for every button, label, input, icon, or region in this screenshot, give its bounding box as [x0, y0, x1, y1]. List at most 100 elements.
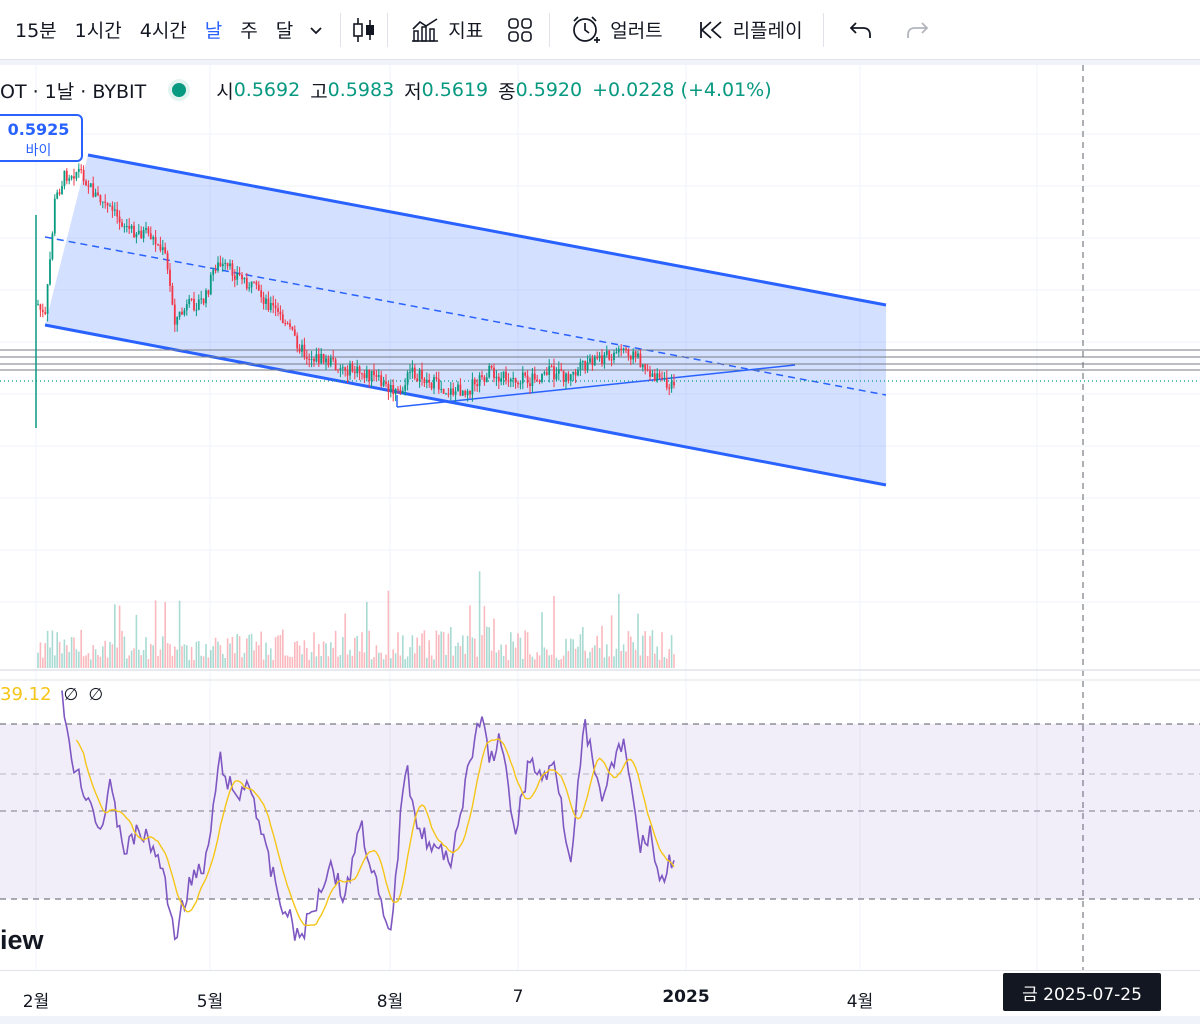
volume-bar [178, 600, 181, 668]
volume-bar [150, 643, 152, 668]
volume-bar [123, 636, 126, 668]
candle-body [293, 329, 296, 336]
volume-bar [651, 630, 654, 668]
candle-body [327, 358, 330, 366]
volume-bar [92, 645, 94, 668]
candle-body [334, 359, 337, 370]
volume-bar [495, 652, 498, 668]
volume-bar [39, 642, 42, 668]
candle-body [543, 372, 546, 374]
volume-bar [121, 630, 123, 668]
candle-body [500, 378, 503, 382]
chart-canvas[interactable] [0, 60, 1200, 970]
time-axis[interactable]: 2월 5월 8월 7 2025 4월 [0, 970, 1200, 1024]
timeframe-week[interactable]: 주 [240, 20, 258, 42]
volume-bar [666, 658, 668, 668]
candle-body [296, 335, 299, 349]
candle-body [94, 192, 97, 197]
candle-body [562, 370, 565, 382]
candle-body [577, 369, 579, 376]
candle-body [332, 357, 335, 360]
candle-body [260, 290, 263, 298]
channel-lower-line [44, 323, 887, 487]
volume-bar [255, 641, 258, 668]
volume-bar [54, 655, 56, 668]
candle-body [428, 379, 431, 383]
candle-body [243, 277, 246, 280]
candle-body [140, 230, 143, 239]
volume-bar [210, 650, 212, 668]
candle-body [159, 244, 162, 251]
volume-bar [550, 654, 553, 668]
candle-body [531, 373, 534, 387]
volume-bar [618, 593, 620, 668]
layout-grid-icon[interactable] [497, 7, 543, 53]
rewind-icon [699, 20, 722, 39]
alert-button[interactable]: 얼러트 [560, 14, 672, 46]
rsi-line [61, 690, 675, 942]
time-label: 4월 [846, 992, 874, 1012]
indicators-button[interactable]: 지표 [400, 16, 493, 43]
volume-bars [37, 571, 675, 668]
candle-body [593, 356, 596, 366]
candle-body [457, 384, 459, 392]
timeframe-15m[interactable]: 15분 [15, 20, 57, 42]
volume-bar [649, 636, 651, 668]
candle-body [250, 281, 253, 288]
candles-icon[interactable] [341, 7, 387, 53]
timeframe-4h[interactable]: 4시간 [139, 20, 187, 42]
candle-body [665, 377, 668, 388]
candle-body [77, 168, 80, 172]
candle-body [517, 382, 519, 385]
undo-icon[interactable] [838, 7, 884, 53]
volume-bar [418, 645, 421, 668]
candle-body [154, 237, 157, 245]
volume-bar [330, 642, 332, 668]
candle-body [219, 262, 222, 267]
toolbar: 15분 1시간 4시간 날 주 달 지표 얼러트 리플레이 [0, 0, 1200, 60]
timeframe-month[interactable]: 달 [275, 20, 294, 42]
candle-body [437, 378, 440, 390]
candle-body [483, 377, 486, 382]
volume-bar [238, 636, 241, 668]
buy-price-badge[interactable]: 0.5925 바이 [0, 114, 83, 162]
candle-body [397, 388, 399, 390]
candle-body [418, 370, 421, 381]
volume-bar [315, 656, 318, 668]
volume-bar [478, 571, 481, 668]
candle-body [73, 176, 75, 179]
candle-body [382, 381, 385, 386]
replay-button[interactable]: 리플레이 [689, 16, 813, 43]
candle-body [421, 370, 423, 380]
volume-bar [397, 632, 399, 668]
volume-bar [298, 645, 301, 668]
volume-bar [128, 655, 130, 668]
candle-body [308, 359, 311, 361]
candle-body [469, 390, 471, 395]
time-label: 5월 [196, 992, 224, 1012]
candle-body [538, 380, 541, 382]
high-key: 고 [310, 80, 328, 103]
volume-bar [423, 630, 426, 668]
redo-icon[interactable] [894, 7, 940, 53]
volume-bar [382, 659, 385, 668]
candle-body [490, 365, 493, 368]
candle-body [286, 323, 289, 325]
candle-body [668, 387, 671, 389]
candle-body [495, 376, 498, 379]
timeframe-day[interactable]: 날 [204, 20, 223, 42]
candle-body [351, 363, 354, 372]
candle-body [361, 373, 363, 375]
candle-body [548, 366, 551, 375]
volume-bar [560, 659, 562, 668]
chevron-down-icon[interactable] [302, 7, 330, 53]
volume-bar [243, 652, 246, 668]
candle-body [502, 371, 505, 379]
candle-body [325, 358, 327, 363]
volume-bar [510, 632, 512, 668]
volume-bar [656, 646, 658, 668]
timeframe-1h[interactable]: 1시간 [74, 20, 122, 42]
candle-body [639, 353, 642, 368]
symbol-title[interactable]: OT · 1날 · BYBIT [0, 80, 147, 103]
candle-body [497, 376, 500, 382]
